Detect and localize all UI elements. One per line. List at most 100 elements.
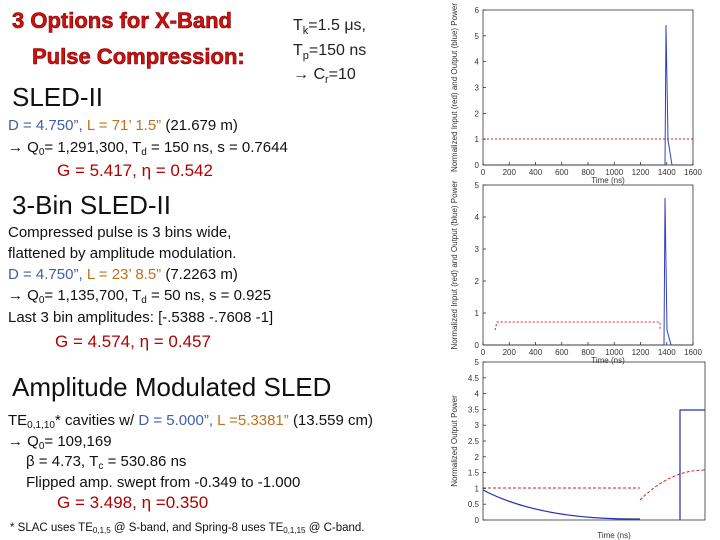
y-tick-label: 2 — [475, 453, 480, 462]
sub: r — [325, 74, 329, 86]
line: Compressed pulse is 3 bins wide, — [8, 224, 231, 241]
x-tick-label: 1000 — [605, 348, 623, 357]
y-tick-label: 2 — [475, 277, 480, 286]
y-tick-label: 3 — [475, 421, 480, 430]
sub: 0 — [39, 295, 45, 306]
x-tick-label: 800 — [581, 168, 595, 177]
line: flattened by amplitude modulation. — [8, 245, 236, 262]
y-axis-label: Normalized Input (red) and Output (blue)… — [450, 180, 459, 349]
sub: d — [141, 295, 147, 306]
sub: 0,1,5 — [93, 526, 111, 535]
x-axis-label: Time (ns) — [591, 176, 625, 185]
y-tick-label: 2 — [475, 109, 480, 118]
x-tick-label: 1400 — [658, 168, 676, 177]
result: G = 3.498, η =0.350 — [57, 493, 208, 512]
heading: SLED-II — [12, 82, 103, 112]
x-tick-label: 600 — [555, 348, 569, 357]
frag: =150 ns — [309, 42, 366, 59]
x-tick-label: 200 — [503, 348, 517, 357]
sub: 0,1,10 — [27, 420, 55, 431]
y-tick-label: 0.5 — [468, 500, 480, 509]
y-tick-label: 3 — [475, 84, 480, 93]
frag: D = 4.750”, — [8, 266, 83, 283]
sub: p — [303, 50, 309, 62]
frag: * cavities w/ — [55, 412, 135, 429]
param: Tk=1.5 μs, — [293, 17, 366, 37]
x-tick-label: 200 — [503, 168, 517, 177]
y-tick-label: 5 — [475, 181, 480, 190]
sub: 0 — [39, 441, 45, 452]
output-curve — [482, 409, 705, 520]
y-tick-label: 4.5 — [468, 374, 480, 383]
heading: Amplitude Modulated SLED — [12, 372, 331, 402]
x-tick-label: 400 — [529, 348, 543, 357]
x-tick-label: 800 — [581, 348, 595, 357]
sub: 0,1,15 — [283, 526, 306, 535]
x-tick-label: 0 — [481, 348, 486, 357]
frag: L = 23’ 8.5” — [87, 266, 161, 283]
x-tick-label: 400 — [529, 168, 543, 177]
frag: =1.5 μs, — [308, 17, 366, 34]
result: G = 4.574, η = 0.457 — [55, 332, 211, 351]
y-tick-label: 6 — [475, 6, 480, 15]
line: → Q0= 1,291,300, Td = 150 ns, s = 0.7644 — [8, 139, 288, 158]
x-axis-label: Time (ns) — [591, 356, 625, 365]
line: β = 4.73, Tc = 530.86 ns — [26, 453, 186, 472]
x-tick-label: 1400 — [658, 348, 676, 357]
y-tick-label: 3 — [475, 245, 480, 254]
frag: @ C-band. — [306, 522, 365, 534]
y-tick-label: 4 — [475, 390, 480, 399]
frag: (7.2263 m) — [165, 266, 238, 283]
line: TE0,1,10* cavities w/ D = 5.000”, L =5.3… — [8, 412, 373, 431]
frag: β = 4.73, T — [26, 453, 98, 470]
footnote: * SLAC uses TE0,1,5 @ S-band, and Spring… — [10, 522, 364, 535]
y-tick-label: 4 — [475, 58, 480, 67]
input-curve — [483, 469, 706, 501]
x-tick-label: 1200 — [632, 348, 650, 357]
frag: =10 — [329, 66, 356, 83]
line: → Q0= 109,169 — [8, 433, 112, 452]
line: D = 4.750”, L = 71’ 1.5” (21.679 m) — [8, 117, 238, 134]
frag: = 50 ns, s = 0.925 — [147, 287, 271, 304]
frag: → Q — [8, 287, 39, 304]
frag: (21.679 m) — [165, 117, 238, 134]
frag: → Q — [8, 433, 39, 450]
x-tick-label: 1600 — [684, 348, 702, 357]
x-tick-label: 0 — [481, 168, 486, 177]
param: Tp=150 ns — [293, 42, 366, 62]
y-tick-label: 1 — [475, 484, 480, 493]
sub: c — [98, 461, 103, 472]
y-tick-label: 5 — [475, 358, 480, 367]
y-tick-label: 0 — [475, 161, 480, 170]
frag: = 150 ns, s = 0.7644 — [147, 139, 288, 156]
line: Last 3 bin amplitudes: [-.5388 -.7608 -1… — [8, 309, 273, 326]
title-line: 3 Options for X-Band — [12, 8, 232, 33]
frag: D = 4.750”, — [8, 117, 83, 134]
frag: = 530.86 ns — [103, 453, 186, 470]
param: → Cr=10 — [293, 66, 356, 86]
x-tick-label: 600 — [555, 168, 569, 177]
frag: = 1,135,700, T — [44, 287, 141, 304]
y-tick-label: 5 — [475, 32, 480, 41]
frag: → C — [293, 66, 325, 83]
frag: (13.559 cm) — [293, 412, 373, 429]
frag: @ S-band, and Spring-8 uses TE — [111, 522, 284, 534]
y-tick-label: 0 — [475, 341, 480, 350]
heading: 3-Bin SLED-II — [12, 190, 171, 220]
y-tick-label: 4 — [475, 213, 480, 222]
frag: L =5.3381” — [217, 412, 289, 429]
frag: TE — [8, 412, 27, 429]
y-tick-label: 2.5 — [468, 437, 480, 446]
input-curve — [494, 321, 661, 331]
line: → Q0= 1,135,700, Td = 50 ns, s = 0.925 — [8, 287, 271, 306]
sub: d — [141, 147, 147, 158]
frag: D = 5.000”, — [138, 412, 213, 429]
y-tick-label: 1.5 — [468, 469, 480, 478]
y-axis-label: Normalized Input (red) and Output (blue)… — [450, 3, 459, 172]
line: D = 4.750”, L = 23’ 8.5” (7.2263 m) — [8, 266, 238, 283]
y-tick-label: 1 — [475, 135, 480, 144]
x-tick-label: 1200 — [632, 168, 650, 177]
line: Flipped amp. swept from -0.349 to -1.000 — [26, 474, 300, 491]
